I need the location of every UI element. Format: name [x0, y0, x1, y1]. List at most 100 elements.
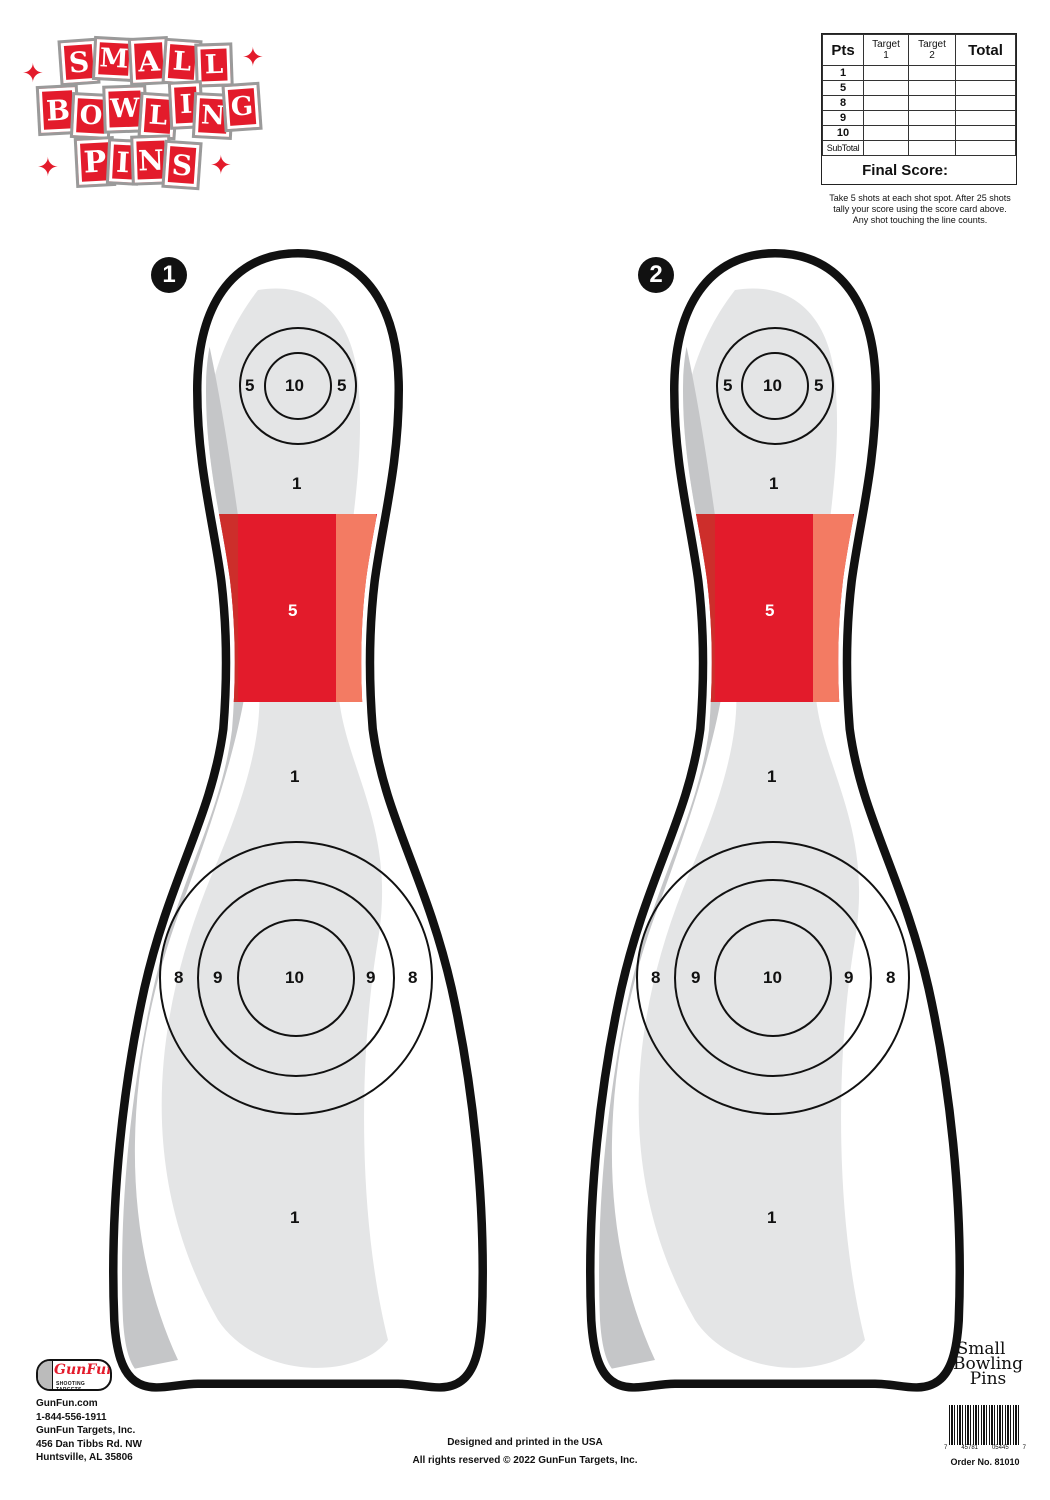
body-score-8-right: 8	[886, 968, 896, 987]
score-cell[interactable]	[908, 80, 956, 96]
head-score-5-left: 5	[723, 376, 733, 395]
band-score-5: 5	[765, 601, 775, 620]
score-row: SubTotal	[822, 140, 1016, 156]
score-cell[interactable]	[955, 110, 1016, 126]
zone-score-1: 1	[767, 767, 777, 786]
barcode	[949, 1405, 1021, 1445]
company-name: GunFun Targets, Inc.	[36, 1425, 136, 1436]
red-band-highlight	[813, 514, 853, 702]
pts-header: Pts	[822, 34, 864, 66]
designed-note: Designed and printed in the USA	[447, 1437, 603, 1448]
bowling-pin-target-1	[78, 262, 474, 1380]
body-score-9-left: 9	[691, 968, 701, 987]
logo-text: GunFun	[54, 1362, 112, 1378]
score-cell[interactable]	[908, 125, 956, 141]
final-score-label: Final Score:	[822, 155, 1016, 185]
title-letter: A	[130, 39, 168, 83]
website-link[interactable]: GunFun.com	[36, 1398, 98, 1409]
pts-value: SubTotal	[822, 140, 864, 156]
score-cell[interactable]	[908, 110, 956, 126]
band-score-5: 5	[288, 601, 298, 620]
title-letter: M	[95, 39, 133, 79]
score-cell[interactable]	[908, 95, 956, 111]
head-score-5-right: 5	[337, 376, 347, 395]
title-letter: G	[224, 84, 260, 130]
score-cell[interactable]	[863, 140, 909, 156]
score-cell[interactable]	[908, 65, 956, 81]
red-band-shadow	[685, 514, 715, 702]
title-letter: L	[197, 45, 231, 85]
product-name-line: Small	[956, 1339, 1006, 1359]
pin-shade	[638, 288, 865, 1368]
bowling-pin-target-2	[555, 262, 951, 1380]
pts-value: 5	[822, 80, 864, 96]
target1-header: Target 1	[863, 34, 909, 66]
score-cell[interactable]	[863, 95, 909, 111]
pts-value: 1	[822, 65, 864, 81]
title-letter: S	[60, 40, 98, 84]
target-2-badge: 2	[638, 257, 674, 293]
pin-dark-shade	[122, 280, 252, 1379]
score-cell[interactable]	[955, 80, 1016, 96]
bullet-icon	[38, 1361, 53, 1389]
score-row: 10	[822, 125, 1016, 141]
sparkle-icon: ✦	[242, 42, 264, 72]
copyright-note: All rights reserved © 2022 GunFun Target…	[412, 1455, 638, 1466]
zone-score-1: 1	[767, 1208, 777, 1227]
product-name-line: Bowling	[953, 1354, 1023, 1374]
instructions-line: Any shot touching the line counts.	[852, 215, 988, 225]
city-address: Huntsville, AL 35806	[36, 1452, 133, 1463]
head-score-5-left: 5	[245, 376, 255, 395]
score-cell[interactable]	[863, 65, 909, 81]
head-score-10: 10	[285, 376, 304, 395]
score-cell[interactable]	[908, 140, 956, 156]
pin-dark-shade	[599, 280, 729, 1379]
pin-shade	[161, 288, 388, 1368]
score-cell[interactable]	[955, 65, 1016, 81]
barcode-digits: 7 45781 05445 7	[944, 1445, 1026, 1451]
red-band	[208, 514, 388, 702]
instructions-line: tally your score using the score card ab…	[833, 204, 1007, 214]
body-score-9-right: 9	[844, 968, 854, 987]
pts-value: 8	[822, 95, 864, 111]
score-cell[interactable]	[955, 125, 1016, 141]
score-cell[interactable]	[955, 95, 1016, 111]
score-row: 9	[822, 110, 1016, 126]
phone-number: 1-844-556-1911	[36, 1411, 107, 1423]
pts-value: 10	[822, 125, 864, 141]
score-cell[interactable]	[863, 125, 909, 141]
title-letter: O	[72, 95, 110, 137]
company-info: GunFun.com 1-844-556-1911 GunFun Targets…	[36, 1397, 142, 1465]
sparkle-icon: ✦	[210, 150, 232, 180]
zone-score-1: 1	[292, 474, 302, 493]
red-band-shadow	[208, 514, 238, 702]
body-score-9-right: 9	[366, 968, 376, 987]
title-letter: W	[105, 87, 145, 131]
head-score-10: 10	[763, 376, 782, 395]
street-address: 456 Dan Tibbs Rd. NW	[36, 1438, 142, 1450]
score-row: 1	[822, 65, 1016, 81]
score-cell[interactable]	[955, 140, 1016, 156]
product-name-mark: Small Bowling Pins	[938, 1341, 1038, 1389]
score-cell[interactable]	[863, 80, 909, 96]
title-letter: N	[133, 137, 169, 183]
target2-header: Target 2	[908, 34, 956, 66]
title-letter: L	[140, 94, 176, 138]
score-row: 5	[822, 80, 1016, 96]
body-score-10: 10	[763, 968, 782, 987]
pts-value: 9	[822, 110, 864, 126]
body-score-9-left: 9	[213, 968, 223, 987]
title-letter: P	[76, 139, 114, 185]
target-1-badge: 1	[151, 257, 187, 293]
product-name-line: Pins	[969, 1369, 1007, 1389]
sparkle-icon: ✦	[37, 152, 59, 182]
sparkle-icon: ✦	[22, 58, 44, 88]
title-letter: L	[164, 40, 200, 84]
zone-score-1: 1	[290, 767, 300, 786]
title-letter: B	[38, 87, 78, 133]
body-score-8-right: 8	[408, 968, 418, 987]
zone-score-1: 1	[290, 1208, 300, 1227]
score-cell[interactable]	[863, 110, 909, 126]
logo-subtext: SHOOTING TARGETS	[56, 1381, 86, 1391]
total-header: Total	[955, 34, 1016, 66]
